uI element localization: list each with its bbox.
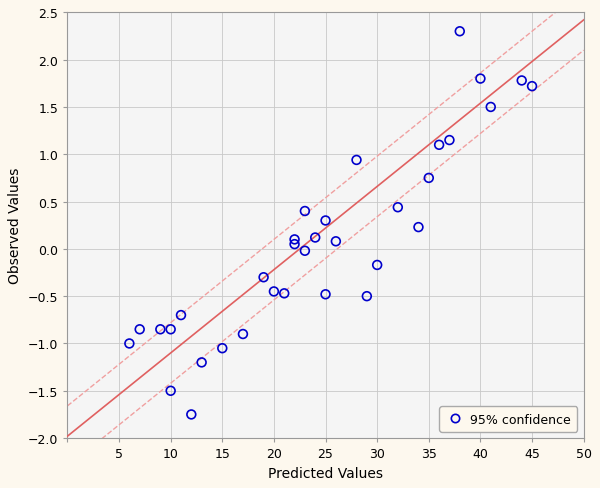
Point [321, 291, 331, 299]
Point [517, 78, 527, 85]
Point [166, 387, 175, 395]
Point [393, 204, 403, 212]
Point [445, 137, 454, 144]
Point [166, 325, 175, 333]
Point [476, 76, 485, 83]
Point [300, 208, 310, 216]
Point [280, 290, 289, 298]
Point [197, 359, 206, 366]
Point [187, 411, 196, 419]
Point [290, 236, 299, 244]
X-axis label: Predicted Values: Predicted Values [268, 466, 383, 480]
Point [455, 28, 464, 36]
Point [155, 325, 165, 333]
Point [331, 238, 341, 245]
Point [269, 288, 279, 296]
Point [310, 234, 320, 242]
Y-axis label: Observed Values: Observed Values [8, 168, 22, 284]
Point [259, 274, 268, 282]
Point [321, 217, 331, 225]
Point [373, 262, 382, 269]
Point [424, 175, 434, 183]
Point [176, 311, 186, 319]
Point [217, 345, 227, 352]
Point [527, 83, 537, 91]
Point [352, 157, 361, 164]
Legend: 95% confidence: 95% confidence [439, 407, 577, 432]
Point [290, 241, 299, 248]
Point [135, 325, 145, 333]
Point [486, 104, 496, 112]
Point [238, 330, 248, 338]
Point [413, 224, 423, 231]
Point [125, 340, 134, 347]
Point [362, 293, 371, 301]
Point [434, 142, 444, 149]
Point [300, 247, 310, 255]
